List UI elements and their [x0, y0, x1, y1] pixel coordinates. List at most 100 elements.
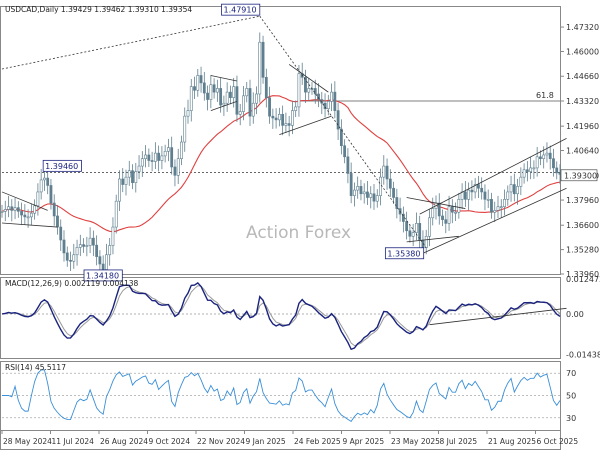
- moving-average-line: [1, 95, 561, 233]
- candle-body: [62, 239, 66, 254]
- candle-body: [503, 199, 506, 208]
- candle-body: [212, 84, 216, 93]
- price-tick-label: 1.47320: [566, 23, 599, 32]
- candle-body: [105, 254, 108, 270]
- candle-body: [535, 156, 539, 169]
- candle-body: [375, 195, 379, 202]
- candle-body: [411, 232, 415, 237]
- candle-body: [418, 223, 422, 241]
- candle-body: [147, 154, 151, 161]
- candle-body: [424, 235, 428, 249]
- candle-body: [408, 230, 412, 237]
- candle-body: [111, 226, 115, 246]
- candle-body: [519, 176, 523, 187]
- candle-body: [392, 187, 395, 198]
- time-tick-label: 11 Jul 2024: [52, 437, 95, 446]
- candle-body: [431, 208, 435, 219]
- candle-body: [323, 102, 327, 110]
- price-tick-label: 1.36600: [566, 221, 599, 230]
- candle-body: [183, 115, 187, 143]
- candle-body: [284, 123, 288, 126]
- candle-body: [372, 193, 376, 202]
- candle-body: [95, 244, 99, 257]
- rsi-tick-label: 70: [566, 369, 576, 378]
- candle-body: [359, 186, 363, 195]
- time-tick-label: 22 Nov 2024: [197, 437, 245, 446]
- candle-body: [91, 237, 95, 246]
- candle-body: [52, 202, 56, 217]
- pennant-upper-line: [210, 75, 238, 82]
- candle-body: [189, 86, 193, 111]
- candle-body: [242, 95, 245, 112]
- candle-body: [532, 167, 536, 170]
- candle-body: [477, 184, 480, 189]
- time-tick-label: 9 Apr 2025: [343, 437, 385, 446]
- candle-body: [473, 184, 477, 193]
- candle-body: [343, 145, 347, 158]
- candle-body: [346, 156, 350, 174]
- annotation-box: [42, 159, 82, 172]
- candle-body: [499, 206, 503, 209]
- candle-body: [493, 210, 497, 213]
- price-tick-label: 1.46000: [566, 47, 599, 56]
- candle-body: [450, 206, 454, 213]
- candle-body: [486, 199, 490, 201]
- candle-body: [202, 82, 206, 94]
- candle-body: [10, 206, 14, 211]
- candle-body: [457, 199, 461, 213]
- candle-body: [232, 86, 236, 98]
- last-price-label: 1.39300: [564, 171, 597, 180]
- candle-body: [0, 211, 4, 213]
- candle-body: [362, 191, 366, 195]
- candle-body: [353, 189, 356, 196]
- candle-body: [294, 106, 298, 111]
- macd-title: MACD(12,26,9) 0.002119 0.004138: [5, 279, 139, 288]
- panel-frame-3: [0, 361, 561, 431]
- panel-frame-1: [0, 6, 561, 275]
- candle-body: [395, 197, 399, 209]
- candle-body: [124, 176, 128, 185]
- candle-body: [509, 184, 513, 193]
- candle-body: [467, 189, 471, 200]
- macd-tick-label: 0.012472: [566, 275, 600, 284]
- candle-body: [121, 178, 125, 185]
- candle-body: [441, 215, 444, 220]
- candle-body: [428, 217, 431, 237]
- price-tick-label: 1.35280: [566, 246, 599, 255]
- candle-body: [173, 166, 177, 176]
- candle-body: [339, 128, 343, 147]
- candle-body: [512, 184, 516, 195]
- candle-body: [160, 155, 164, 161]
- candle-body: [281, 114, 285, 126]
- candle-body: [85, 245, 89, 247]
- candle-body: [248, 88, 252, 117]
- candle-body: [529, 167, 533, 172]
- macd-line: [1, 281, 561, 351]
- candle-body: [444, 219, 448, 224]
- candle-body: [193, 86, 196, 91]
- candle-body: [271, 115, 275, 119]
- candle-body: [150, 160, 154, 162]
- small-channel-lower: [406, 235, 459, 243]
- candle-body: [238, 111, 242, 115]
- flag-lower-line: [1, 222, 58, 228]
- candle-body: [180, 141, 183, 159]
- candle-body: [245, 88, 249, 97]
- annotation-label: 1.47910: [223, 6, 256, 15]
- candle-body: [277, 114, 281, 121]
- candle-body: [268, 97, 271, 117]
- candle-body: [555, 167, 559, 174]
- macd-tick-label: 0.00: [566, 310, 584, 319]
- candle-body: [140, 158, 144, 167]
- rsi-line: [2, 369, 561, 423]
- candle-body: [56, 215, 59, 228]
- candle-body: [186, 110, 190, 117]
- candle-body: [287, 123, 291, 126]
- candle-body: [229, 91, 232, 98]
- candle-body: [274, 117, 278, 121]
- small-channel-upper: [406, 197, 466, 209]
- fib-label: 61.8: [536, 91, 554, 100]
- candle-body: [330, 91, 333, 102]
- candle-body: [251, 102, 255, 117]
